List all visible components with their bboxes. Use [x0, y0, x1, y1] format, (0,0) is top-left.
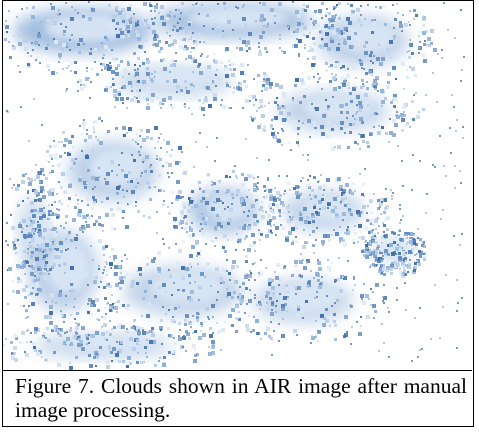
figure-frame: Figure 7. Clouds shown in AIR image afte… — [2, 0, 474, 427]
cloud-image-canvas — [3, 1, 465, 370]
figure-caption: Figure 7. Clouds shown in AIR image afte… — [15, 374, 467, 422]
cloud-speckle-layer — [3, 1, 465, 370]
air-cloud-image — [3, 1, 472, 371]
